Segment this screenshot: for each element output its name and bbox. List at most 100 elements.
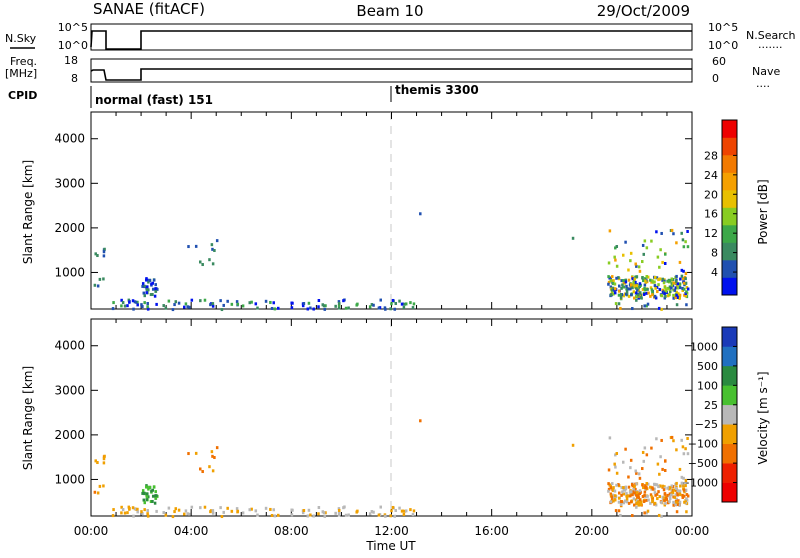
echo-pixel [656,290,659,294]
colorbar-segment [722,327,737,347]
echo-pixel [323,307,327,311]
echo-pixel [620,486,623,490]
echo-pixel [622,279,625,283]
echo-pixel [146,514,150,518]
echo-pixel [668,500,671,504]
echo-pixel [634,487,637,491]
echo-pixel [625,493,629,497]
echo-pixel [96,491,100,495]
echo-pixel [334,511,337,515]
nsky-panel: N.Sky 10^5 10^0 10^5 10^0 N.Search .....… [5,21,796,52]
nave-label: Nave [752,65,780,78]
echo-pixel [637,472,641,476]
echo-pixel [208,258,211,262]
echo-pixel [337,513,341,517]
echo-pixel [154,490,157,494]
echo-pixel [663,285,667,289]
echo-pixel [682,494,686,498]
colorbar-segment [722,365,737,386]
y-tick-label: 4000 [54,339,85,353]
echo-pixel [658,265,661,269]
echo-pixel [653,487,656,491]
x-axis-label: Time UT [365,539,416,553]
colorbar-segment [722,137,737,156]
colorbar-segment [722,207,737,226]
echo-pixel [370,510,374,514]
echo-pixel [146,508,149,512]
power-colorbar: 4 8 12 16 20 24 28 [704,119,738,296]
echo-pixel [684,291,687,295]
echo-pixel [199,467,202,471]
echo-pixel [643,239,647,243]
echo-pixel [660,231,663,235]
echo-pixel [389,514,392,518]
echo-pixel [368,305,372,309]
echo-pixel [276,513,280,517]
echo-pixel [143,284,146,288]
echo-pixel [613,288,616,292]
echo-pixel [666,493,669,497]
echo-pixel [145,291,148,295]
echo-pixel [679,484,682,488]
echo-pixel [615,483,618,487]
echo-pixel [337,301,341,305]
echo-pixel [141,284,144,288]
echo-pixel [94,252,97,256]
echo-pixel [291,301,294,305]
echo-pixel [678,489,682,493]
echo-pixel [151,292,154,296]
echo-pixel [301,304,305,308]
echo-pixel [620,279,623,283]
echo-pixel [649,485,652,489]
echo-pixel [638,291,642,295]
echo-pixel [635,482,638,486]
echo-pixel [653,501,657,505]
echo-pixel [657,278,660,282]
echo-pixel [653,294,657,298]
colorbar-frame [721,119,738,296]
echo-pixel [211,302,215,306]
freq-panel: Freq. [MHz] 18 8 60 0 Nave .... [5,54,780,90]
echo-pixel [609,276,612,280]
echo-pixel [607,261,611,265]
echo-pixel [682,452,686,456]
echo-pixel [627,494,630,498]
echo-pixel [663,292,666,296]
colorbar-segment [722,482,737,503]
echo-pixel [665,496,668,500]
echo-pixel [190,298,194,302]
echo-pixel [142,291,146,295]
echo-pixel [663,279,666,283]
echo-pixel [637,496,641,500]
echo-pixel [681,286,684,290]
axis-ticks: 1000 2000 3000 4000 1000 2000 3000 4000 00:00 04:… [54,112,709,538]
echo-pixel [656,255,660,259]
echo-pixel [607,280,611,284]
x-tick-label: 08:00 [274,524,309,538]
echo-pixel [398,299,401,303]
echo-pixel [656,497,659,501]
echo-pixel [624,278,628,282]
echo-pixel [164,306,168,310]
echo-pixel [614,246,617,250]
echo-pixel [272,301,275,305]
echo-pixel [103,454,106,458]
colorbar-segment [722,404,737,425]
echo-pixel [355,510,358,514]
echo-pixel [668,287,672,291]
echo-pixel [641,483,644,487]
echo-pixel [668,293,671,297]
echo-pixel [301,511,305,515]
echo-pixel [269,507,272,511]
echo-pixel [630,500,633,504]
echo-pixel [608,229,612,233]
echo-pixel [682,484,685,488]
echo-pixel [412,509,416,513]
echo-pixel [145,495,149,499]
echo-pixel [177,301,181,305]
echo-pixel [680,274,684,278]
echo-pixel [684,281,688,285]
echo-pixel [650,288,654,292]
echo-pixel [677,499,680,503]
echo-pixel [683,293,686,297]
